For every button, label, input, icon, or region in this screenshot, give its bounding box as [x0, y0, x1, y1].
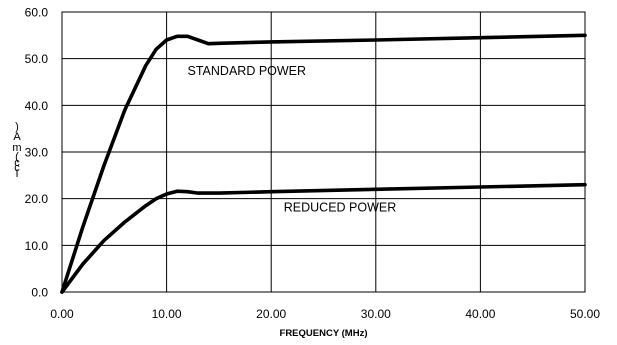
y-tick-label: 40.0: [25, 99, 49, 113]
y-tick-label: 60.0: [25, 6, 49, 20]
annotations: STANDARD POWER REDUCED POWER: [188, 64, 397, 214]
annotation-reduced-power: REDUCED POWER: [284, 200, 397, 214]
y-axis-label-fragment: c: [14, 162, 20, 174]
y-tick-label: 0.0: [31, 286, 48, 300]
y-axis-label-fragment: ): [15, 121, 19, 133]
x-tick-label: 20.00: [256, 307, 286, 321]
x-tick-label: 10.00: [152, 307, 182, 321]
y-axis-label-fragment: I: [15, 168, 18, 180]
y-tick-label: 50.0: [25, 52, 49, 66]
y-axis-label-fragment: (: [15, 151, 19, 163]
x-tick-labels: 0.00 10.00 20.00 30.00 40.00 50.00: [50, 307, 600, 321]
y-tick-label: 10.0: [25, 239, 49, 253]
x-axis-label: FREQUENCY (MHz): [280, 328, 368, 339]
y-tick-label: 30.0: [25, 146, 49, 160]
annotation-standard-power: STANDARD POWER: [188, 64, 307, 78]
x-tick-label: 0.00: [50, 307, 74, 321]
y-tick-labels: 0.0 10.0 20.0 30.0 40.0 50.0 60.0: [25, 6, 49, 300]
y-axis-label-fragment: A: [13, 131, 21, 143]
x-tick-label: 40.00: [465, 307, 495, 321]
plot-frame: [61, 11, 586, 293]
grid: [62, 12, 585, 292]
y-tick-label: 20.0: [25, 192, 49, 206]
series-line-reduced-power: [60, 182, 587, 294]
y-axis-label-fragments: )Am(ccI: [12, 121, 21, 180]
y-axis-label-fragment: m: [12, 142, 21, 154]
x-tick-label: 50.00: [570, 307, 600, 321]
series-line-standard-power: [60, 33, 587, 294]
x-tick-label: 30.00: [361, 307, 391, 321]
series-layer: [60, 33, 587, 294]
y-axis-label-fragment: c: [14, 157, 20, 169]
